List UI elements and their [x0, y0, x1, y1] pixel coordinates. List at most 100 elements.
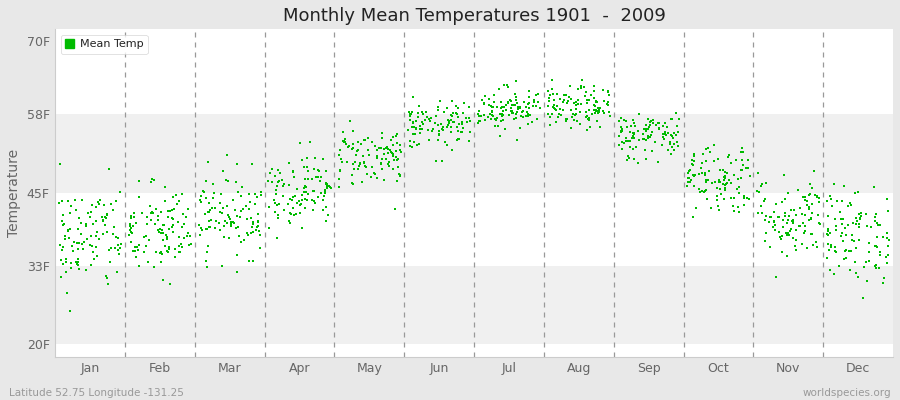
Point — [578, 93, 592, 99]
Point — [220, 220, 234, 227]
Point — [573, 85, 588, 91]
Point — [310, 194, 325, 200]
Point — [374, 156, 389, 162]
Point — [307, 188, 321, 194]
Point — [707, 179, 722, 186]
Point — [521, 100, 535, 107]
Point — [482, 111, 497, 117]
Point — [636, 135, 651, 142]
Point — [788, 243, 803, 249]
Point — [562, 82, 577, 89]
Point — [306, 206, 320, 213]
Point — [626, 130, 640, 136]
Point — [518, 104, 533, 110]
Bar — [55, 114, 893, 193]
Bar — [55, 266, 893, 344]
Point — [626, 117, 640, 123]
Point — [362, 152, 376, 158]
Point — [768, 227, 782, 234]
Point — [665, 133, 680, 139]
Point — [481, 114, 495, 120]
Point — [849, 221, 863, 227]
Point — [384, 137, 399, 143]
Point — [433, 98, 447, 104]
Point — [342, 143, 356, 149]
Point — [464, 118, 478, 124]
Point — [870, 222, 885, 228]
Point — [165, 224, 179, 230]
Point — [248, 200, 262, 207]
Point — [301, 196, 315, 203]
Point — [531, 99, 545, 105]
Point — [217, 222, 231, 229]
Point — [298, 196, 312, 202]
Point — [251, 218, 266, 224]
Point — [687, 153, 701, 160]
Point — [235, 183, 249, 190]
Point — [478, 93, 492, 99]
Point — [389, 133, 403, 140]
Point — [445, 129, 459, 135]
Point — [146, 210, 160, 217]
Point — [661, 130, 675, 136]
Point — [507, 116, 521, 122]
Point — [803, 181, 817, 187]
Point — [859, 211, 873, 217]
Point — [483, 103, 498, 109]
Point — [664, 132, 679, 138]
Point — [764, 214, 778, 220]
Point — [97, 214, 112, 220]
Point — [572, 120, 587, 127]
Point — [656, 131, 670, 137]
Point — [684, 177, 698, 183]
Point — [543, 114, 557, 120]
Point — [551, 114, 565, 120]
Point — [213, 191, 228, 197]
Point — [109, 197, 123, 204]
Point — [784, 207, 798, 213]
Point — [759, 180, 773, 186]
Point — [821, 228, 835, 234]
Point — [714, 191, 728, 197]
Point — [429, 158, 444, 164]
Point — [626, 133, 641, 140]
Point — [834, 216, 849, 222]
Point — [506, 110, 520, 116]
Point — [742, 172, 757, 179]
Point — [490, 104, 504, 110]
Point — [850, 188, 865, 195]
Point — [123, 227, 138, 233]
Point — [593, 105, 608, 111]
Point — [842, 248, 856, 254]
Point — [351, 139, 365, 146]
Point — [802, 206, 816, 212]
Point — [579, 114, 593, 120]
Point — [543, 92, 557, 98]
Point — [106, 230, 121, 237]
Point — [402, 112, 417, 118]
Point — [615, 126, 629, 132]
Point — [75, 197, 89, 203]
Point — [123, 223, 138, 230]
Point — [699, 158, 714, 165]
Point — [757, 198, 771, 204]
Point — [295, 197, 310, 203]
Point — [663, 139, 678, 146]
Point — [317, 193, 331, 199]
Point — [346, 166, 361, 173]
Point — [431, 131, 446, 138]
Point — [283, 220, 297, 226]
Point — [509, 136, 524, 143]
Point — [310, 167, 325, 173]
Point — [358, 162, 373, 169]
Point — [600, 102, 615, 108]
Point — [71, 261, 86, 268]
Point — [275, 193, 290, 200]
Point — [711, 203, 725, 210]
Point — [426, 126, 440, 132]
Point — [390, 131, 404, 137]
Point — [725, 203, 740, 210]
Point — [151, 227, 166, 233]
Point — [290, 200, 304, 206]
Point — [737, 202, 751, 208]
